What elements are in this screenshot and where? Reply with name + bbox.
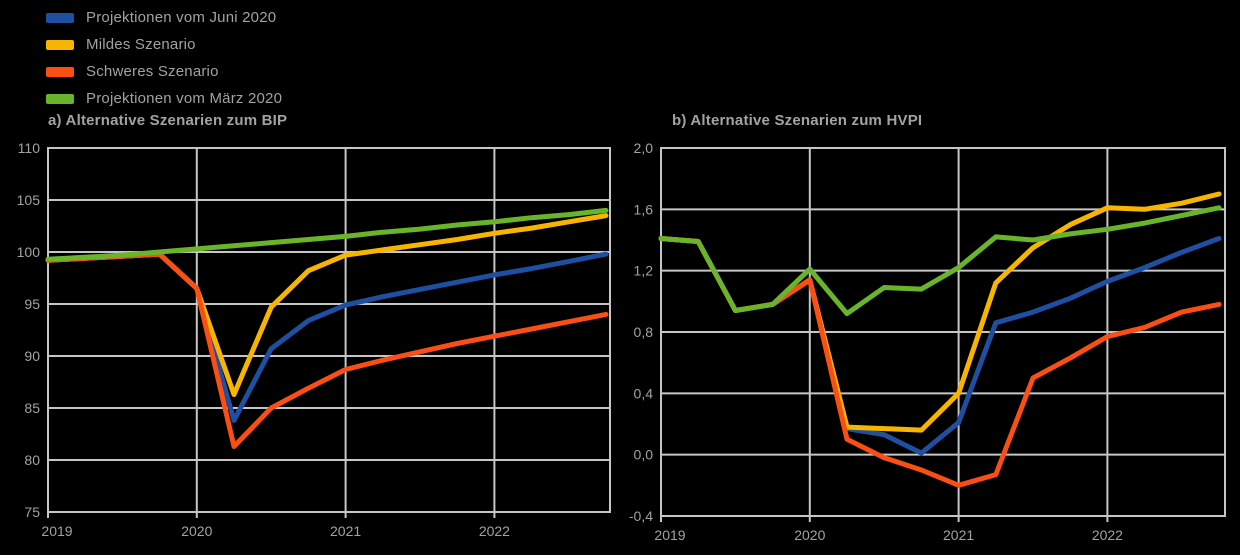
chart-title-hvpi: b) Alternative Szenarien zum HVPI (672, 112, 923, 129)
y-axis-tick-label: 85 (24, 400, 40, 416)
y-axis-tick-label: 0,0 (634, 447, 654, 463)
series-line-schweres-szenario (45, 251, 609, 449)
legend-item: Mildes Szenario (46, 31, 282, 58)
x-axis-tick-label: 2019 (654, 527, 685, 543)
legend-item: Schweres Szenario (46, 58, 282, 85)
legend-label: Projektionen vom Juni 2020 (86, 9, 277, 26)
legend-swatch-mildes-szenario (46, 39, 74, 50)
y-axis-tick-label: -0,4 (629, 508, 653, 524)
series-line-mildes-szenario (45, 213, 609, 397)
legend-item: Projektionen vom Juni 2020 (46, 4, 282, 31)
legend-swatch-maerz-2020 (46, 93, 74, 104)
series-line-projektionen-vom-m-rz-2020 (45, 207, 609, 262)
y-axis-tick-label: 2,0 (634, 140, 654, 156)
series-line-projektionen-vom-m-rz-2020 (658, 205, 1222, 317)
y-axis-tick-label: 100 (17, 244, 41, 260)
y-axis-tick-label: 110 (18, 140, 41, 156)
series-line-mildes-szenario (658, 191, 1222, 433)
series-line-projektionen-vom-juni-2020 (45, 251, 609, 423)
chart-title-bip: a) Alternative Szenarien zum BIP (48, 112, 288, 129)
y-axis-tick-label: 75 (24, 504, 40, 520)
legend-label: Projektionen vom März 2020 (86, 90, 283, 107)
x-axis-tick-label: 2019 (41, 523, 72, 539)
y-axis-tick-label: 0,8 (634, 324, 654, 340)
plot-frame (47, 147, 611, 513)
legend-label: Mildes Szenario (86, 36, 196, 53)
y-axis-tick-label: 95 (24, 296, 40, 312)
x-axis-tick-label: 2022 (479, 523, 510, 539)
y-axis-tick-label: 80 (24, 452, 40, 468)
x-axis-tick-label: 2020 (794, 527, 825, 543)
y-axis-tick-label: 90 (24, 348, 40, 364)
y-axis-tick-label: 1,6 (634, 201, 654, 217)
x-axis-tick-label: 2020 (181, 523, 212, 539)
y-axis-tick-label: 0,4 (634, 385, 654, 401)
x-axis-tick-label: 2021 (330, 523, 361, 539)
x-axis-tick-label: 2021 (943, 527, 974, 543)
legend-swatch-juni-2020 (46, 12, 74, 23)
y-axis-tick-label: 105 (17, 192, 41, 208)
legend: Projektionen vom Juni 2020 Mildes Szenar… (46, 4, 282, 112)
legend-label: Schweres Szenario (86, 63, 219, 80)
legend-swatch-schweres-szenario (46, 66, 74, 77)
plot-frame (660, 147, 1226, 517)
y-axis-tick-label: 1,2 (634, 263, 654, 279)
x-axis-tick-label: 2022 (1092, 527, 1123, 543)
legend-item: Projektionen vom März 2020 (46, 85, 282, 112)
